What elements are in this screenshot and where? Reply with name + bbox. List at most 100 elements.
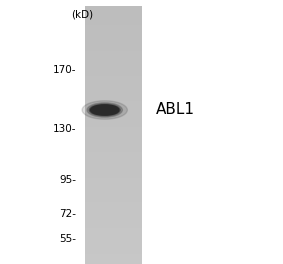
Bar — [85, 33, 142, 34]
Bar — [85, 99, 142, 100]
Bar — [85, 74, 142, 76]
Bar — [85, 20, 142, 21]
Bar — [85, 215, 142, 216]
Bar — [85, 83, 142, 84]
Bar — [85, 259, 142, 260]
Bar — [85, 87, 142, 88]
Bar — [85, 79, 142, 81]
Bar — [85, 243, 142, 245]
Bar — [85, 207, 142, 209]
Bar — [85, 108, 142, 109]
Bar — [85, 119, 142, 121]
Bar — [85, 59, 142, 60]
Bar — [85, 145, 142, 147]
Bar — [85, 261, 142, 263]
Bar — [85, 14, 142, 15]
Bar — [85, 165, 142, 166]
Bar — [85, 154, 142, 155]
Bar — [85, 10, 142, 11]
Bar — [85, 167, 142, 168]
Bar — [85, 206, 142, 207]
Bar — [85, 47, 142, 49]
Bar — [85, 184, 142, 185]
Bar — [85, 104, 142, 105]
Bar — [85, 46, 142, 47]
Ellipse shape — [91, 105, 119, 115]
Ellipse shape — [87, 103, 122, 117]
Bar — [85, 258, 142, 259]
Bar — [85, 38, 142, 39]
Bar — [85, 37, 142, 38]
Bar — [85, 230, 142, 232]
Bar — [85, 64, 142, 65]
Bar — [85, 134, 142, 135]
Bar — [85, 200, 142, 201]
Bar — [85, 190, 142, 192]
Text: 130-: 130- — [53, 124, 76, 134]
Bar — [85, 132, 142, 134]
Bar — [85, 205, 142, 206]
Bar — [85, 113, 142, 114]
Bar — [85, 131, 142, 132]
Bar — [85, 152, 142, 153]
Bar — [85, 69, 142, 70]
Bar — [85, 147, 142, 148]
Bar — [85, 148, 142, 149]
Bar — [85, 218, 142, 219]
Bar — [85, 251, 142, 252]
Bar — [85, 252, 142, 254]
Bar — [85, 50, 142, 51]
Bar — [85, 263, 142, 264]
Bar — [85, 181, 142, 183]
Bar — [85, 122, 142, 123]
Bar — [85, 246, 142, 247]
Bar — [85, 127, 142, 129]
Bar — [85, 52, 142, 54]
Bar — [85, 121, 142, 122]
Bar — [85, 15, 142, 16]
Bar — [85, 149, 142, 150]
Bar — [85, 202, 142, 203]
Bar — [85, 233, 142, 234]
Bar — [85, 55, 142, 56]
Bar — [85, 54, 142, 55]
Bar — [85, 17, 142, 19]
Bar — [85, 25, 142, 26]
Bar — [85, 41, 142, 42]
Bar — [85, 143, 142, 144]
Bar — [85, 189, 142, 190]
Bar — [85, 229, 142, 230]
Bar — [85, 194, 142, 196]
Bar — [85, 101, 142, 103]
Bar — [85, 140, 142, 142]
Text: 170-: 170- — [53, 65, 76, 76]
Bar — [85, 42, 142, 43]
Bar — [85, 221, 142, 223]
Bar — [85, 91, 142, 92]
Bar — [85, 26, 142, 28]
Text: 72-: 72- — [59, 209, 76, 219]
Bar — [85, 34, 142, 36]
Bar — [85, 23, 142, 24]
Bar — [85, 163, 142, 165]
Bar — [85, 153, 142, 154]
Bar — [85, 256, 142, 258]
Bar — [85, 107, 142, 108]
Bar — [85, 21, 142, 23]
Bar — [85, 214, 142, 215]
Bar — [85, 176, 142, 177]
Bar — [85, 196, 142, 197]
Bar — [85, 61, 142, 63]
Bar — [85, 157, 142, 158]
Bar — [85, 254, 142, 255]
Bar — [85, 138, 142, 139]
Bar — [85, 49, 142, 50]
Bar — [85, 250, 142, 251]
Bar — [85, 177, 142, 179]
Bar — [85, 67, 142, 68]
Bar — [85, 77, 142, 78]
Bar — [85, 130, 142, 131]
Bar — [85, 73, 142, 74]
Bar — [85, 136, 142, 138]
Bar — [85, 82, 142, 83]
